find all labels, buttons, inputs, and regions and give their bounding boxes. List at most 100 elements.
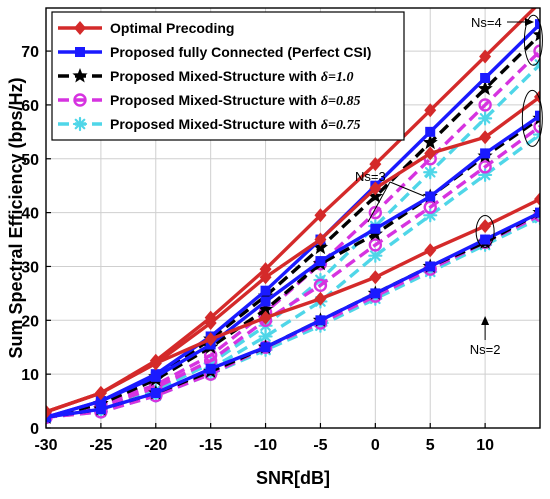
x-tick-label: -5 — [313, 437, 327, 454]
data-point — [314, 208, 327, 223]
x-tick-label: 10 — [476, 437, 494, 454]
series-markers-ns2 — [46, 207, 540, 423]
data-point — [369, 181, 382, 196]
data-point — [315, 256, 326, 267]
data-point — [425, 126, 436, 137]
data-point — [314, 232, 327, 247]
data-point — [368, 205, 383, 220]
data-point-stroke — [369, 250, 381, 262]
data-point — [425, 261, 436, 272]
x-tick-label: -25 — [89, 437, 112, 454]
series-line-ns2 — [46, 216, 540, 419]
y-tick-label: 50 — [21, 152, 39, 169]
data-point — [73, 93, 87, 107]
data-point-stroke — [74, 118, 86, 130]
data-point — [535, 207, 540, 218]
data-point — [259, 262, 272, 277]
legend-label-main: Optimal Precoding — [110, 20, 234, 36]
annotation-label-ns3: Ns=3 — [355, 169, 386, 184]
data-point — [368, 248, 383, 263]
data-point — [480, 148, 491, 159]
y-tick-label: 30 — [21, 259, 39, 276]
data-point — [259, 270, 272, 285]
data-point — [534, 89, 540, 104]
y-tick-label: 20 — [21, 313, 39, 330]
data-point — [367, 188, 383, 203]
data-point — [478, 111, 493, 126]
x-axis-title: SNR[dB] — [256, 468, 330, 488]
legend-label-delta: δ=1.0 — [321, 70, 354, 85]
legend-label-main: Proposed Mixed-Structure with — [110, 92, 321, 108]
y-tick-label: 40 — [21, 206, 39, 223]
data-point — [260, 285, 271, 296]
data-point — [478, 98, 492, 112]
series-line-ns2 — [46, 197, 540, 414]
data-point — [46, 404, 52, 419]
data-point — [150, 388, 161, 398]
series-line-ns2 — [46, 211, 540, 419]
data-point — [532, 26, 540, 42]
series-markers-ns2 — [46, 192, 540, 419]
data-point — [534, 192, 540, 207]
data-point-stroke — [479, 113, 491, 124]
legend-entry: Proposed fully Connected (Perfect CSI) — [58, 44, 371, 60]
x-tick-label: -10 — [254, 437, 277, 454]
data-point-stroke — [534, 132, 540, 140]
legend-entry: Proposed Mixed-Structure with δ=0.85 — [58, 92, 360, 109]
data-point-stroke — [260, 331, 271, 342]
ellipse-ns3 — [521, 89, 543, 147]
series-square — [46, 19, 540, 423]
series-layer — [46, 8, 540, 425]
legend-entry: Proposed Mixed-Structure with δ=0.75 — [58, 116, 360, 133]
annotations: Ns=4 Ns=3 Ns=2 — [355, 15, 534, 357]
legend-label-delta: δ=0.75 — [321, 118, 361, 133]
data-point — [424, 103, 437, 118]
data-point-stroke — [424, 166, 436, 178]
data-point — [479, 219, 492, 234]
data-point — [204, 316, 217, 330]
data-point — [424, 243, 437, 258]
legend-box — [51, 11, 405, 141]
data-point — [479, 130, 492, 145]
data-point — [533, 44, 540, 58]
data-point — [368, 238, 383, 252]
data-point — [260, 296, 271, 307]
legend-label: Proposed fully Connected (Perfect CSI) — [110, 44, 371, 60]
x-tick-label: -30 — [34, 437, 57, 454]
x-tick-label: -20 — [144, 437, 167, 454]
data-point — [535, 19, 540, 30]
tick-group: -30 -25 -20 -15 -10 -5 0 5 10 0 10 20 30 40 50 60 70 — [21, 44, 494, 454]
data-point — [479, 49, 492, 64]
series-line-ns3 — [46, 125, 540, 419]
data-point — [95, 404, 106, 415]
data-point — [424, 146, 437, 161]
data-point — [313, 278, 328, 293]
data-point — [423, 200, 437, 214]
data-point — [74, 21, 86, 35]
x-tick-label: 0 — [371, 437, 380, 454]
data-point — [535, 110, 540, 121]
legend-label: Proposed Mixed-Structure with δ=0.75 — [110, 116, 360, 133]
annotation-leader-ns3 — [367, 181, 391, 223]
legend-label: Proposed Mixed-Structure with δ=0.85 — [110, 92, 360, 109]
data-point — [423, 165, 438, 180]
y-tick-label: 60 — [21, 98, 39, 115]
x-tick-label: 5 — [426, 437, 435, 454]
series-line-ns3 — [46, 114, 540, 419]
data-point-stroke — [534, 59, 540, 67]
y-tick-label: 70 — [21, 44, 39, 61]
data-point — [425, 191, 436, 202]
legend-label: Proposed Mixed-Structure with δ=1.0 — [110, 68, 353, 85]
data-point — [369, 270, 382, 285]
data-point — [314, 291, 327, 306]
data-point — [259, 310, 272, 325]
group-ellipses — [475, 14, 543, 248]
y-tick-label: 10 — [21, 367, 39, 384]
data-point — [95, 396, 106, 407]
data-point — [478, 160, 492, 174]
data-point — [205, 363, 216, 374]
data-point — [369, 157, 382, 172]
data-point-stroke — [534, 62, 540, 70]
